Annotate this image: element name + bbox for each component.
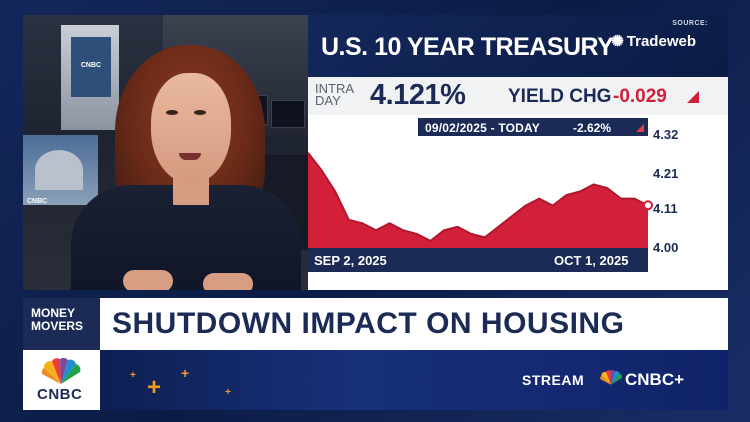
network-logo-text: CNBC <box>37 386 83 403</box>
monitor <box>271 100 305 128</box>
yield-line <box>308 152 649 243</box>
studio-screen <box>71 37 111 97</box>
nbc-peacock-icon <box>41 358 81 384</box>
y-tick-label: 4.32 <box>653 127 679 142</box>
yield-change-value: -0.029 <box>613 86 667 107</box>
quote-row <box>308 77 728 115</box>
chart-title: U.S. 10 YEAR TREASURY <box>321 33 614 61</box>
range-box <box>418 118 648 136</box>
anchor-hand <box>203 273 253 290</box>
yield-value: 4.121% <box>370 79 466 111</box>
stream-brand: CNBC+ <box>625 370 685 389</box>
anchor-mouth <box>179 153 201 160</box>
x-end-label: OCT 1, 2025 <box>554 253 629 268</box>
tradeweb-starburst-icon: ✺ <box>611 33 624 50</box>
x-axis-bar <box>308 248 648 272</box>
intraday-label: INTRA DAY <box>315 81 354 108</box>
plus-decoration: + <box>147 374 162 401</box>
studio-logo: CNBC <box>80 62 102 69</box>
down-triangle-icon <box>687 91 699 103</box>
show-name-box <box>23 298 100 350</box>
y-tick-label: 4.00 <box>653 240 679 255</box>
stream-label: STREAM <box>522 372 585 388</box>
yield-change-label: YIELD CHG <box>508 86 612 107</box>
chart-title-bar <box>308 15 728 77</box>
headline: SHUTDOWN IMPACT ON HOUSING <box>112 307 625 340</box>
show-name: MONEY MOVERS <box>31 306 84 333</box>
anchor-face <box>151 73 231 183</box>
capitol-dome <box>35 150 83 190</box>
yield-chart <box>308 152 653 248</box>
plus-decoration: + <box>181 365 190 381</box>
anchor-hand <box>123 270 173 290</box>
y-tick-label: 4.21 <box>653 165 679 181</box>
down-triangle-icon <box>636 124 644 132</box>
last-value-marker <box>643 200 653 211</box>
range-change: -2.62% <box>573 121 612 135</box>
video-feed: CNBC CNBC <box>23 15 308 290</box>
source-logo: ✺ Tradeweb <box>611 32 696 51</box>
nbc-peacock-icon <box>600 370 622 385</box>
x-start-label: SEP 2, 2025 <box>314 253 387 268</box>
anchor-eye <box>166 110 178 115</box>
yield-area <box>308 152 648 248</box>
treasury-chart-panel: U.S. 10 YEAR TREASURY SOURCE: ✺ Tradeweb… <box>308 15 728 290</box>
plus-decoration: + <box>130 370 136 381</box>
range-label: 09/02/2025 - TODAY <box>425 121 541 135</box>
plus-decoration: + <box>225 387 231 398</box>
source-name: Tradeweb <box>626 32 696 50</box>
anchor-eye <box>194 110 206 115</box>
bottom-band <box>100 350 728 410</box>
y-tick-label: 4.11 <box>653 201 678 217</box>
source-label: SOURCE: <box>672 20 708 27</box>
capitol-screen-logo: CNBC <box>27 198 48 205</box>
headline-box <box>100 298 728 350</box>
